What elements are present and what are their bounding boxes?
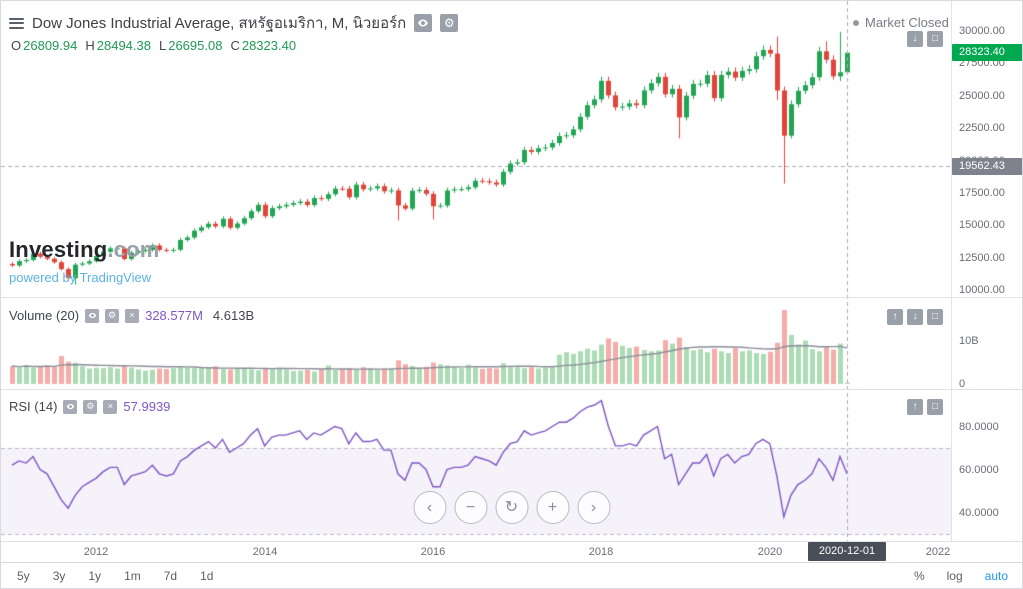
range-button-5y[interactable]: 5y [17, 569, 30, 583]
maximize-pane-button[interactable]: □ [927, 31, 943, 47]
move-pane-up-button[interactable]: ↑ [887, 309, 903, 325]
range-button-7d[interactable]: 7d [163, 569, 178, 583]
chart-title: Dow Jones Industrial Average, สหรัฐอเมริ… [32, 15, 407, 32]
price-axis-border [951, 1, 952, 562]
bottom-toolbar: 5y 3y 1y 1m 7d 1d % log auto [1, 562, 1022, 588]
price-axis-tick: 25000.00 [959, 90, 1005, 102]
volume-ma-value: 4.613B [212, 308, 255, 323]
price-chart-canvas[interactable] [1, 1, 951, 541]
maximize-pane-button[interactable]: □ [927, 309, 943, 325]
settings-gear-icon[interactable]: ⚙ [440, 14, 459, 32]
scale-buttons: % log auto [914, 569, 1008, 583]
settings-gear-icon[interactable]: ⚙ [83, 399, 98, 414]
time-axis-label: 2022 [925, 546, 951, 558]
zoom-in-button[interactable]: + [536, 491, 569, 524]
high-label: H [85, 38, 95, 53]
rsi-legend: RSI (14) ⚙ × 57.9939 [9, 399, 170, 414]
last-price-tag: 28323.40 [952, 44, 1022, 61]
price-axis-tick: 30000.00 [959, 25, 1005, 37]
main-pane-buttons: ↓ □ [907, 31, 943, 47]
volume-legend: Volume (20) ⚙ × 328.577M 4.613B [9, 308, 254, 323]
visibility-icon[interactable] [85, 308, 100, 323]
menu-icon[interactable] [9, 17, 24, 29]
scale-button-auto[interactable]: auto [984, 569, 1008, 583]
eye-icon [66, 403, 75, 410]
volume-axis-tick: 0 [959, 378, 966, 390]
range-button-3y[interactable]: 3y [52, 569, 66, 583]
visibility-icon[interactable] [414, 14, 433, 32]
rsi-indicator-label: RSI (14) [9, 399, 58, 414]
rsi-axis-tick: 60.0000 [959, 464, 999, 476]
zoom-out-button[interactable]: − [454, 491, 487, 524]
move-pane-down-button[interactable]: ↓ [907, 31, 923, 47]
time-axis-border [1, 541, 1022, 542]
price-axis-tick: 17500.00 [959, 187, 1005, 199]
price-axis-tick: 10000.00 [959, 284, 1005, 296]
close-icon[interactable]: × [103, 399, 118, 414]
volume-axis-tick: 10B [959, 335, 979, 347]
range-button-1y[interactable]: 1y [88, 569, 102, 583]
time-cursor-label: 2020-12-01 [808, 542, 886, 561]
price-line-tag: 19562.43 [952, 158, 1022, 175]
volume-pane-buttons: ↑ ↓ □ [887, 309, 943, 325]
visibility-icon[interactable] [63, 399, 78, 414]
watermark: Investing.com powered by TradingView [9, 237, 160, 285]
ohlc-row: O 26809.94 H 28494.38 L 26695.08 C 28323… [11, 38, 304, 53]
main-legend: Dow Jones Industrial Average, สหรัฐอเมริ… [9, 11, 459, 35]
price-axis-tick: 22500.00 [959, 122, 1005, 134]
pan-right-button[interactable]: › [577, 491, 610, 524]
rsi-axis-tick: 40.0000 [959, 507, 999, 519]
move-pane-down-button[interactable]: ↓ [907, 309, 923, 325]
time-axis-label: 2014 [252, 546, 278, 558]
range-button-1m[interactable]: 1m [124, 569, 141, 583]
pane-separator[interactable] [1, 297, 1022, 298]
range-button-1d[interactable]: 1d [200, 569, 214, 583]
tradingview-attribution-link[interactable]: powered by TradingView [9, 270, 152, 285]
close-label: C [230, 38, 240, 53]
volume-indicator-label: Volume (20) [9, 308, 80, 323]
maximize-pane-button[interactable]: □ [927, 399, 943, 415]
market-status-label: Market Closed [865, 15, 949, 30]
pane-separator[interactable] [1, 389, 1022, 390]
status-dot-icon [853, 19, 859, 26]
price-axis-tick: 15000.00 [959, 219, 1005, 231]
scale-button-log[interactable]: log [946, 569, 963, 583]
eye-icon [88, 312, 96, 319]
open-label: O [11, 38, 22, 53]
market-status: Market Closed [853, 15, 949, 30]
volume-current-value: 328.577M [145, 308, 203, 323]
low-value: 26695.08 [168, 38, 223, 53]
low-label: L [158, 38, 167, 53]
time-axis-label: 2012 [83, 546, 109, 558]
move-pane-up-button[interactable]: ↑ [907, 399, 923, 415]
close-icon[interactable]: × [125, 308, 140, 323]
chart-navigation: ‹ − ↻ + › [413, 491, 610, 524]
time-axis-label: 2016 [420, 546, 446, 558]
time-axis-label: 2018 [588, 546, 614, 558]
close-value: 28323.40 [241, 38, 297, 53]
investing-logo-suffix: .com [107, 237, 160, 262]
time-axis-label: 2020 [757, 546, 783, 558]
eye-icon [418, 19, 429, 27]
price-axis[interactable]: 28323.40 19562.43 30000.00 27500.00 25000.… [952, 1, 1022, 541]
investing-logo[interactable]: Investing.com [9, 237, 160, 262]
price-axis-tick: 12500.00 [959, 252, 1005, 264]
high-value: 28494.38 [96, 38, 151, 53]
scale-button-%[interactable]: % [913, 569, 925, 583]
time-axis[interactable]: 2020-12-01 2012 2014 2016 2018 2020 2022 [1, 542, 1022, 562]
rsi-current-value: 57.9939 [123, 399, 171, 414]
pan-left-button[interactable]: ‹ [413, 491, 446, 524]
reset-zoom-button[interactable]: ↻ [495, 491, 528, 524]
open-value: 26809.94 [23, 38, 78, 53]
range-buttons: 5y 3y 1y 1m 7d 1d [17, 569, 213, 583]
settings-gear-icon[interactable]: ⚙ [105, 308, 120, 323]
rsi-axis-tick: 80.0000 [959, 421, 999, 433]
rsi-pane-buttons: ↑ □ [907, 399, 943, 415]
